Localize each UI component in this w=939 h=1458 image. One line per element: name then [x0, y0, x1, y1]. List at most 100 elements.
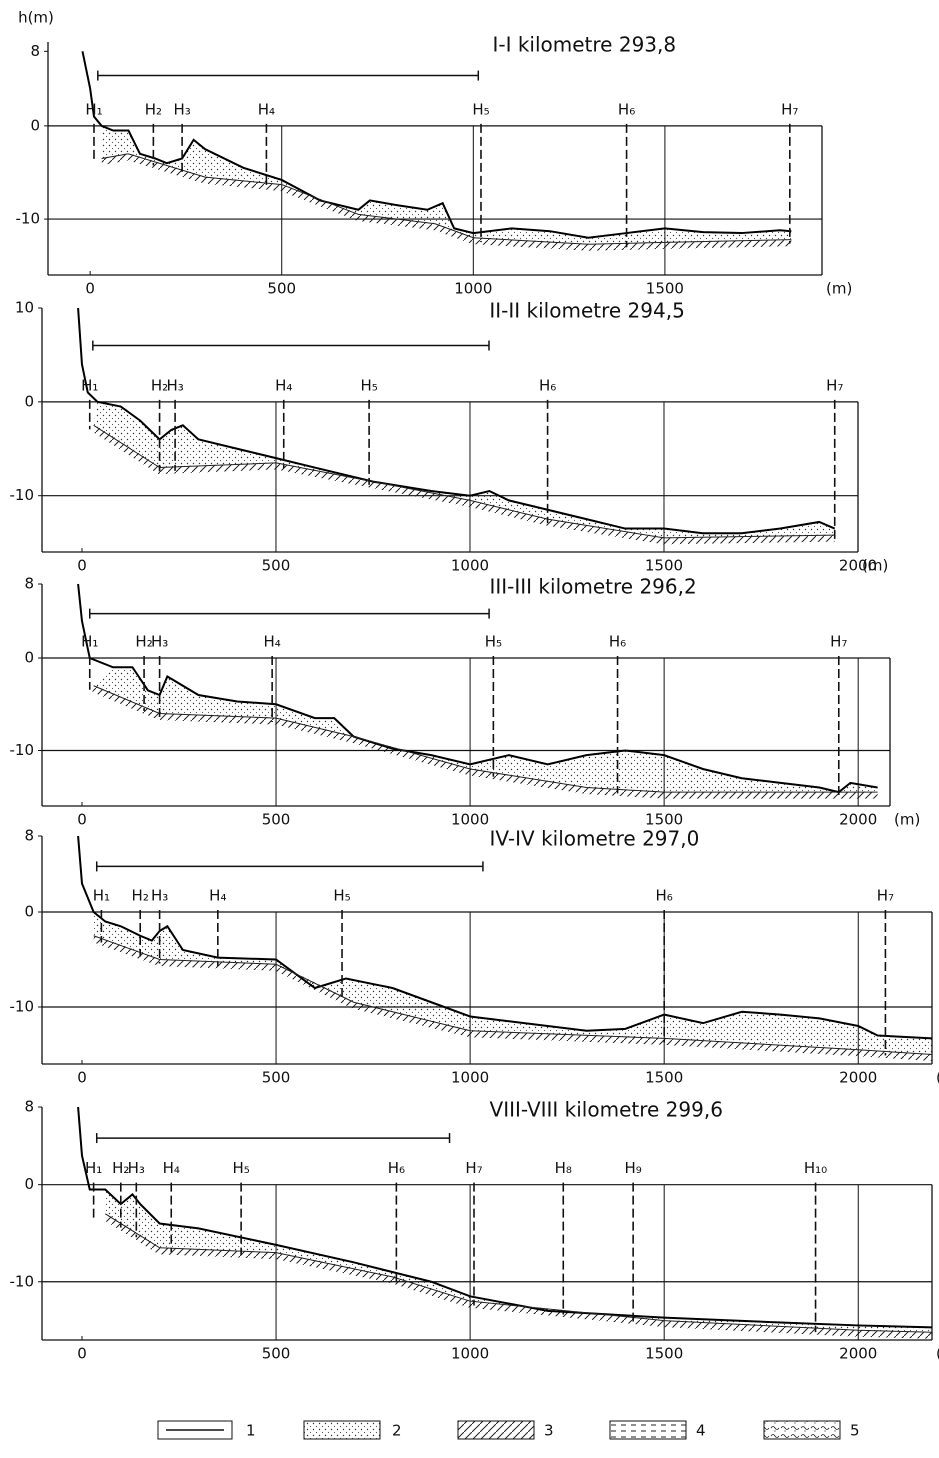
borehole-label: H₅ [485, 633, 502, 651]
borehole-label: H₁ [81, 633, 98, 651]
x-tick-label: 1500 [645, 1069, 683, 1087]
borehole-label: H₂ [112, 1159, 129, 1177]
y-tick-label: 0 [24, 903, 34, 921]
x-tick-label: 0 [85, 280, 95, 298]
borehole-label: H₂ [132, 887, 149, 905]
x-tick-label: 0 [77, 1345, 87, 1363]
y-tick-label: 0 [24, 392, 34, 410]
base-line [105, 1213, 933, 1333]
borehole-label: H₃ [151, 633, 168, 651]
y-tick-label: 8 [30, 42, 40, 60]
seabed-profile [77, 583, 878, 794]
y-tick-label: -10 [10, 741, 35, 759]
y-tick-label: 8 [24, 575, 34, 593]
legend-label: 2 [392, 1422, 402, 1440]
base-line [93, 685, 878, 793]
base-line [93, 935, 933, 1055]
borehole-label: H₇ [830, 633, 847, 651]
y-tick-label: 10 [15, 299, 34, 317]
y-tick-label: 0 [30, 116, 40, 134]
x-tick-label: 1000 [454, 280, 492, 298]
borehole-label: H₂ [145, 100, 162, 118]
y-tick-label: 8 [24, 1098, 34, 1116]
x-tick-label: 0 [77, 557, 87, 575]
borehole-label: H₇ [781, 100, 798, 118]
y-tick-label: -10 [16, 210, 41, 228]
sediment [93, 912, 933, 1055]
borehole-label: H₃ [151, 887, 168, 905]
x-tick-label: 500 [267, 280, 296, 298]
sediment [101, 125, 792, 245]
x-tick-label: 2000 [839, 811, 877, 829]
x-tick-label: 0 [77, 811, 87, 829]
legend-label: 5 [850, 1422, 860, 1440]
x-tick-label: 1500 [645, 811, 683, 829]
x-axis-label: (m) [936, 1345, 939, 1363]
borehole-label: H₆ [609, 633, 626, 651]
x-tick-label: 2000 [839, 1345, 877, 1363]
legend: 1 2 3 4 5 [157, 1420, 860, 1440]
x-tick-label: 500 [262, 1069, 291, 1087]
chart-title: II-II kilometre 294,5 [489, 299, 684, 323]
borehole-label: H₄ [275, 376, 292, 394]
bedrock [92, 935, 933, 1061]
bedrock [91, 425, 835, 545]
borehole-label: H₆ [539, 376, 556, 394]
borehole-label: H₈ [555, 1159, 572, 1177]
borehole-label: H₂ [135, 633, 152, 651]
legend-swatch [303, 1420, 381, 1440]
borehole-label: H₃ [173, 100, 190, 118]
chart-title: VIII-VIII kilometre 299,6 [490, 1098, 723, 1122]
borehole-label: H₅ [360, 376, 377, 394]
borehole-label: H₄ [163, 1159, 180, 1177]
x-tick-label: 0 [77, 1069, 87, 1087]
x-tick-label: 2000 [839, 1069, 877, 1087]
borehole-label: H₁ [93, 887, 110, 905]
borehole-label: H₅ [333, 887, 350, 905]
x-tick-label: 2000 [839, 557, 877, 575]
borehole-label: H₇ [877, 887, 894, 905]
borehole-label: H₃ [128, 1159, 145, 1177]
borehole-label: H₁ [85, 100, 102, 118]
x-axis-label: (m) [862, 557, 888, 575]
y-tick-label: -10 [10, 1272, 35, 1290]
x-tick-label: 1000 [451, 557, 489, 575]
seabed-profile [77, 835, 933, 1040]
seabed-profile [77, 1106, 933, 1329]
legend-swatch [457, 1420, 535, 1440]
y-tick-label: -10 [10, 486, 35, 504]
borehole-label: H₆ [618, 100, 635, 118]
borehole-label: H₅ [472, 100, 489, 118]
borehole-label: H₁ [85, 1159, 102, 1177]
borehole-label: H₄ [258, 100, 275, 118]
x-tick-label: 500 [262, 1345, 291, 1363]
bedrock [103, 1213, 933, 1339]
legend-label: 4 [696, 1422, 706, 1440]
borehole-label: H₄ [209, 887, 226, 905]
y-tick-label: -10 [10, 998, 35, 1016]
chart-title: I-I kilometre 293,8 [492, 33, 676, 57]
borehole-label: H₉ [624, 1159, 641, 1177]
x-axis-label: (m) [936, 1069, 939, 1087]
x-tick-label: 500 [262, 557, 291, 575]
borehole-label: H₅ [232, 1159, 249, 1177]
profile-panel: -10 0 8 0 500 1000 1500 (m) H₁ H₂ H₃ H₄ H₅ H₆ H₇ I-I ki… [16, 9, 853, 298]
chart-title: IV-IV kilometre 297,0 [490, 827, 700, 851]
legend-swatch [763, 1420, 841, 1440]
legend-label: 1 [246, 1422, 256, 1440]
x-axis-label: (m) [894, 811, 920, 829]
borehole-label: H₆ [388, 1159, 405, 1177]
x-tick-label: 1000 [451, 1069, 489, 1087]
legend-swatch [609, 1420, 687, 1440]
x-tick-label: 500 [262, 811, 291, 829]
x-tick-label: 1000 [451, 1345, 489, 1363]
y-tick-label: 0 [24, 649, 34, 667]
borehole-label: H₇ [826, 376, 843, 394]
borehole-label: H₁₀ [804, 1159, 827, 1177]
base-line [93, 424, 835, 539]
